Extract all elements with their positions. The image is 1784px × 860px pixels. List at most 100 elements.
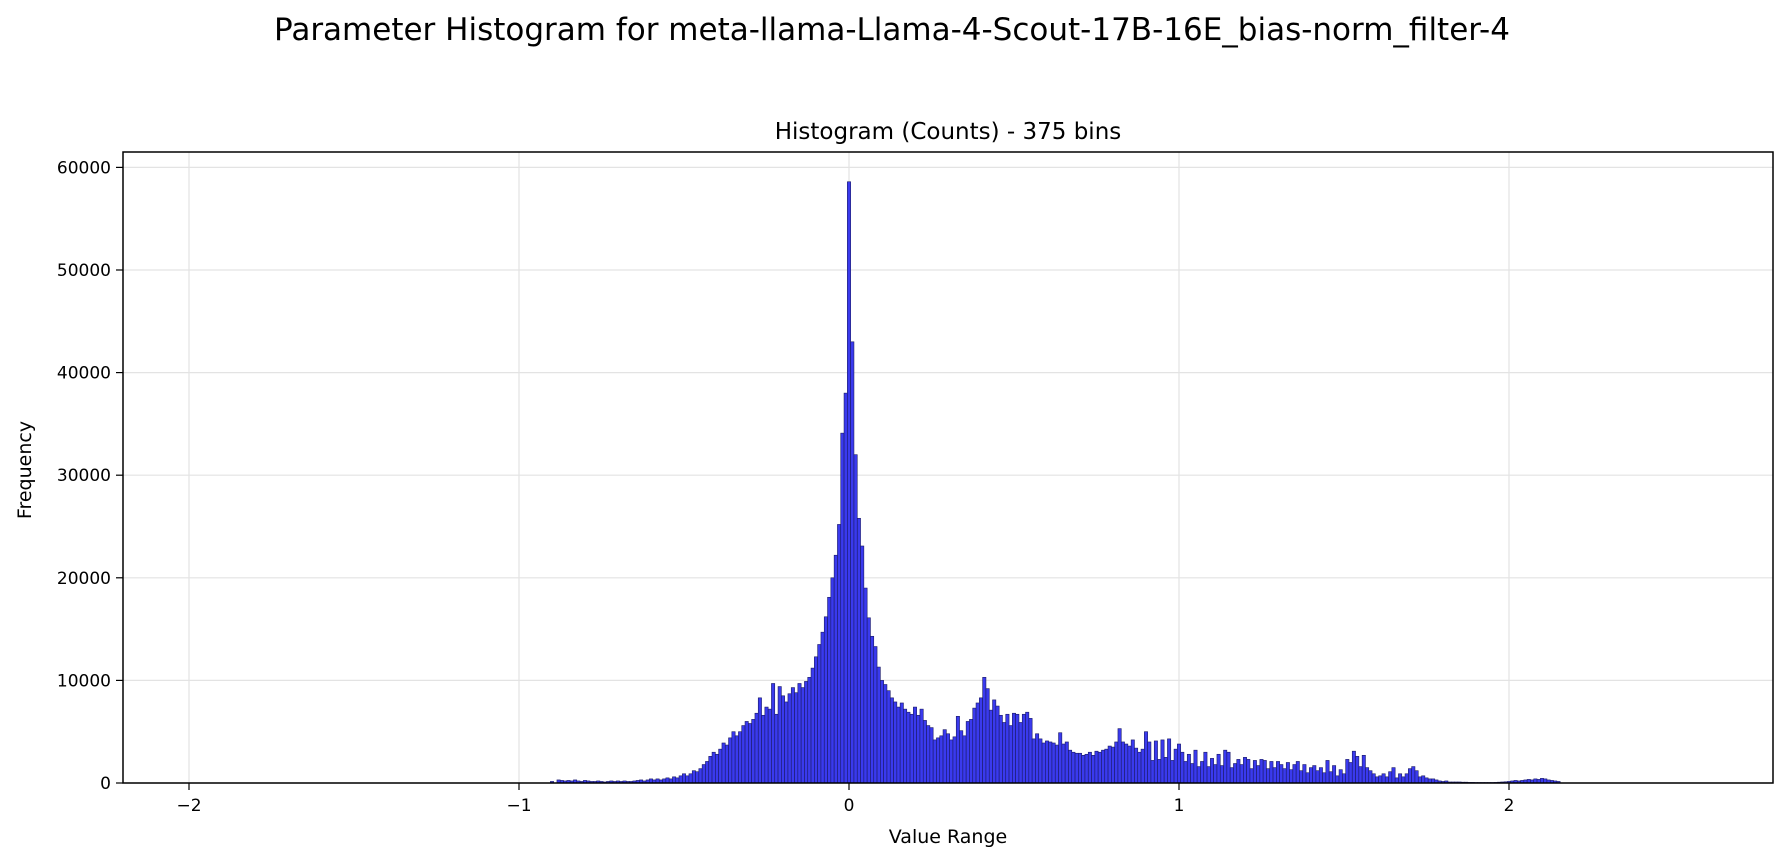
- histogram-bar: [1025, 711, 1030, 784]
- histogram-bar: [823, 616, 828, 784]
- histogram-bar: [1381, 773, 1386, 784]
- histogram-bar: [1203, 751, 1208, 784]
- histogram-bar: [1190, 763, 1195, 784]
- histogram-bar: [929, 727, 934, 784]
- histogram-bar: [1371, 773, 1376, 784]
- histogram-bar: [757, 697, 762, 784]
- histogram-bar: [873, 646, 878, 784]
- histogram-bar: [1157, 759, 1162, 784]
- histogram-bar: [1153, 740, 1158, 784]
- histogram-bar: [988, 709, 993, 784]
- histogram-bar: [1120, 741, 1125, 784]
- histogram-bar: [979, 697, 983, 784]
- histogram-bar: [1140, 748, 1145, 784]
- histogram-bar: [1394, 777, 1399, 784]
- histogram-bar: [1421, 775, 1426, 784]
- histogram-bar: [1249, 768, 1254, 784]
- histogram-bars: [550, 181, 1561, 784]
- histogram-bar: [1107, 745, 1112, 784]
- histogram-bar: [761, 714, 766, 784]
- histogram-bar: [1074, 752, 1079, 784]
- histogram-bar: [1256, 765, 1261, 784]
- histogram-bar: [1388, 771, 1393, 784]
- histogram-bar: [754, 712, 759, 784]
- histogram-bar: [1117, 728, 1122, 784]
- histogram-bar: [1365, 767, 1370, 784]
- histogram-bar: [734, 735, 739, 784]
- histogram-bar: [1005, 713, 1010, 784]
- histogram-bar: [794, 692, 799, 784]
- histogram-bar: [1177, 743, 1181, 784]
- histogram-bar: [787, 693, 792, 784]
- histogram-bar: [1028, 718, 1033, 784]
- histogram-bar: [1233, 763, 1238, 784]
- histogram-bar: [1170, 760, 1175, 784]
- figure-title: Parameter Histogram for meta-llama-Llama…: [274, 12, 1510, 48]
- histogram-bar: [665, 777, 670, 784]
- histogram-bar: [1269, 761, 1274, 784]
- histogram-bar: [1401, 776, 1406, 784]
- histogram-bar: [1041, 742, 1046, 784]
- histogram-bar: [936, 737, 941, 784]
- histogram-bar: [738, 731, 743, 784]
- histogram-bar: [965, 721, 970, 784]
- histogram-bar: [1084, 753, 1089, 784]
- histogram-bar: [705, 761, 710, 784]
- histogram-bar: [1398, 773, 1403, 784]
- histogram-bar: [1351, 750, 1356, 784]
- histogram-bar: [913, 706, 917, 784]
- histogram-bar: [1068, 749, 1073, 784]
- histogram-bar: [853, 454, 858, 784]
- histogram-bar: [771, 683, 776, 784]
- histogram-bar: [1345, 759, 1350, 784]
- histogram-bar: [1285, 762, 1290, 784]
- histogram-bar: [1259, 759, 1264, 784]
- histogram-bar: [1312, 765, 1317, 784]
- histogram-bar: [1384, 776, 1389, 784]
- histogram-bar: [1295, 761, 1300, 784]
- histogram-bar: [1318, 767, 1323, 784]
- histogram-bar: [810, 667, 815, 784]
- histogram-bar: [1094, 750, 1099, 784]
- histogram-bar: [1035, 733, 1040, 784]
- histogram-bar: [1342, 773, 1346, 784]
- histogram-bar: [969, 719, 974, 784]
- histogram-bar: [1328, 771, 1333, 784]
- histogram-bar: [840, 432, 845, 784]
- histogram-bar: [1137, 751, 1142, 784]
- y-tick-label: 10000: [57, 671, 111, 691]
- histogram-bar: [1104, 748, 1109, 784]
- histogram-bar: [998, 714, 1003, 784]
- histogram-bar: [728, 737, 733, 784]
- histogram-bar: [922, 720, 927, 784]
- histogram-bar: [724, 744, 729, 784]
- histogram-bar: [972, 707, 977, 784]
- histogram-bar: [1124, 743, 1129, 784]
- histogram-bar: [1289, 769, 1294, 784]
- histogram-bar: [698, 768, 703, 784]
- x-axis-label: Value Range: [889, 826, 1007, 848]
- histogram-bar: [1325, 760, 1330, 784]
- histogram-bar: [708, 756, 713, 784]
- histogram-bar: [1239, 764, 1244, 784]
- histogram-bar: [1292, 764, 1297, 784]
- histogram-bar: [847, 181, 851, 784]
- histogram-bar: [691, 770, 696, 784]
- histogram-bar: [741, 725, 746, 784]
- histogram-bar: [774, 713, 779, 784]
- x-tick-label: −2: [176, 796, 201, 816]
- histogram-bar: [1322, 772, 1327, 784]
- histogram-bar: [1193, 749, 1198, 784]
- histogram-bar: [1127, 745, 1132, 784]
- histogram-bar: [896, 706, 901, 784]
- histogram-bar: [1087, 751, 1092, 784]
- histogram-bar: [701, 764, 706, 784]
- histogram-bar: [916, 714, 921, 784]
- histogram-bar: [1246, 759, 1251, 784]
- histogram-bar: [1167, 738, 1172, 784]
- histogram-bar: [1008, 725, 1013, 784]
- histogram-bar: [903, 708, 908, 784]
- histogram-bar: [837, 524, 842, 784]
- histogram-bar: [1414, 770, 1419, 784]
